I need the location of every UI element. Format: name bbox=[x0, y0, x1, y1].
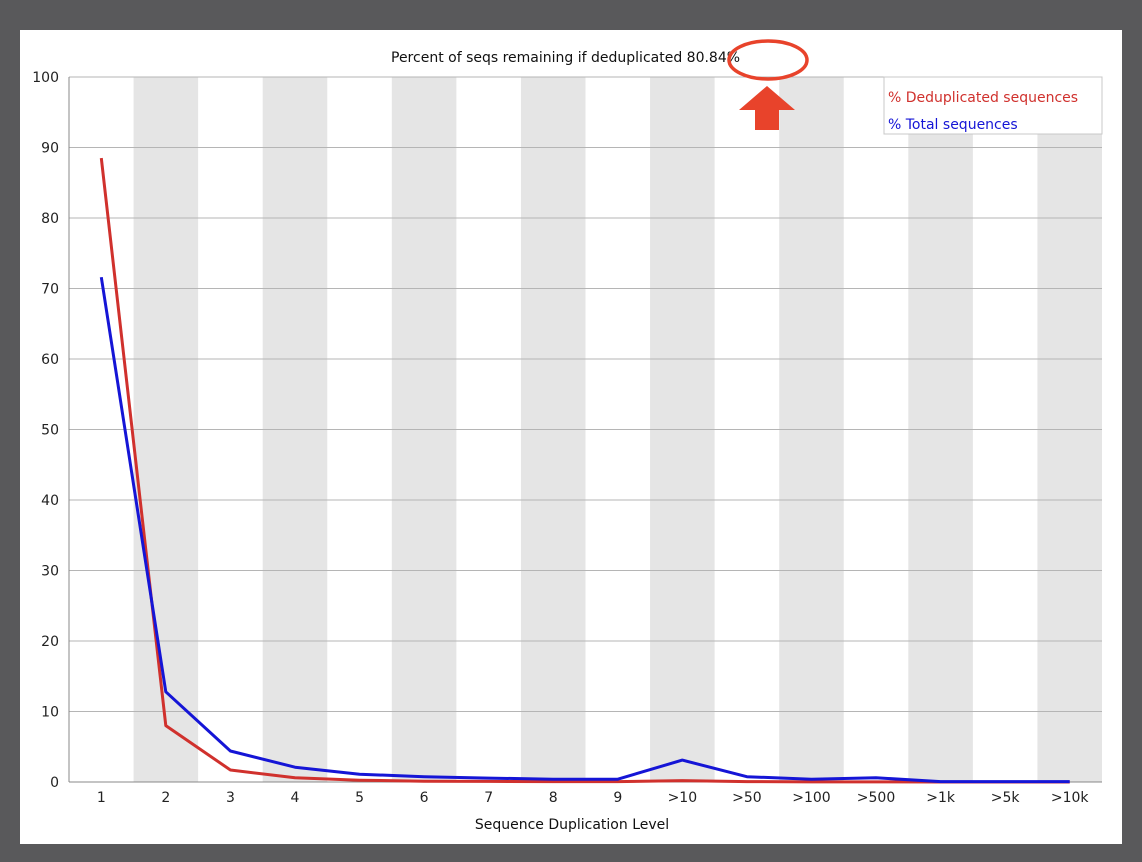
x-axis-label: Sequence Duplication Level bbox=[475, 817, 669, 833]
x-tick-label-0: 1 bbox=[97, 790, 106, 806]
y-tick-label-6: 60 bbox=[41, 352, 59, 368]
x-axis-tick-labels: 1 2 3 4 5 6 7 8 9 >10 >50 >100 >500 >1k >5k >10k bbox=[97, 790, 1090, 806]
legend: % Deduplicated sequences % Total sequenc… bbox=[883, 76, 1103, 135]
series-line-1 bbox=[99, 276, 1070, 784]
y-tick-label-2: 20 bbox=[41, 634, 59, 650]
y-axis-tick-labels: 0 10 20 30 40 50 60 70 80 90 100 bbox=[32, 70, 59, 791]
x-tick-label-1: 2 bbox=[161, 790, 170, 806]
y-tick-label-1: 10 bbox=[41, 705, 59, 721]
y-tick-label-10: 100 bbox=[32, 70, 59, 86]
legend-entry-deduplicated: % Deduplicated sequences bbox=[888, 90, 1078, 106]
y-tick-label-9: 90 bbox=[41, 141, 59, 157]
x-tick-label-9: >10 bbox=[668, 790, 698, 806]
x-tick-label-10: >50 bbox=[732, 790, 762, 806]
y-tick-label-8: 80 bbox=[41, 211, 59, 227]
highlight-ellipse bbox=[727, 39, 809, 81]
series-line-0 bbox=[99, 157, 1070, 784]
x-tick-label-13: >1k bbox=[926, 790, 956, 806]
x-tick-label-3: 4 bbox=[291, 790, 300, 806]
x-tick-label-5: 6 bbox=[420, 790, 429, 806]
x-tick-label-15: >10k bbox=[1051, 790, 1090, 806]
chart-panel: 0 10 20 30 40 50 60 70 80 90 100 1 2 3 4 5 6 7 8 9 >10 >50 >1… bbox=[20, 30, 1122, 844]
horizontal-gridlines bbox=[69, 76, 1102, 712]
x-tick-label-14: >5k bbox=[991, 790, 1021, 806]
x-tick-label-12: >500 bbox=[857, 790, 895, 806]
y-tick-label-5: 50 bbox=[41, 423, 59, 439]
series-lines bbox=[99, 157, 1070, 784]
x-tick-label-4: 5 bbox=[355, 790, 364, 806]
highlight-annotation bbox=[727, 39, 809, 130]
chart-title: Percent of seqs remaining if deduplicate… bbox=[391, 50, 740, 66]
y-tick-label-7: 70 bbox=[41, 282, 59, 298]
x-tick-label-7: 8 bbox=[549, 790, 558, 806]
y-tick-label-3: 30 bbox=[41, 564, 59, 580]
y-tick-label-0: 0 bbox=[50, 775, 59, 791]
y-tick-label-4: 40 bbox=[41, 493, 59, 509]
up-arrow-icon bbox=[739, 86, 795, 130]
x-tick-label-2: 3 bbox=[226, 790, 235, 806]
duplication-level-chart: 0 10 20 30 40 50 60 70 80 90 100 1 2 3 4 5 6 7 8 9 >10 >50 >1… bbox=[32, 39, 1103, 833]
x-tick-label-11: >100 bbox=[792, 790, 830, 806]
x-tick-label-6: 7 bbox=[484, 790, 493, 806]
legend-entry-total: % Total sequences bbox=[888, 117, 1018, 133]
legend-box bbox=[883, 76, 1103, 135]
x-tick-label-8: 9 bbox=[613, 790, 622, 806]
